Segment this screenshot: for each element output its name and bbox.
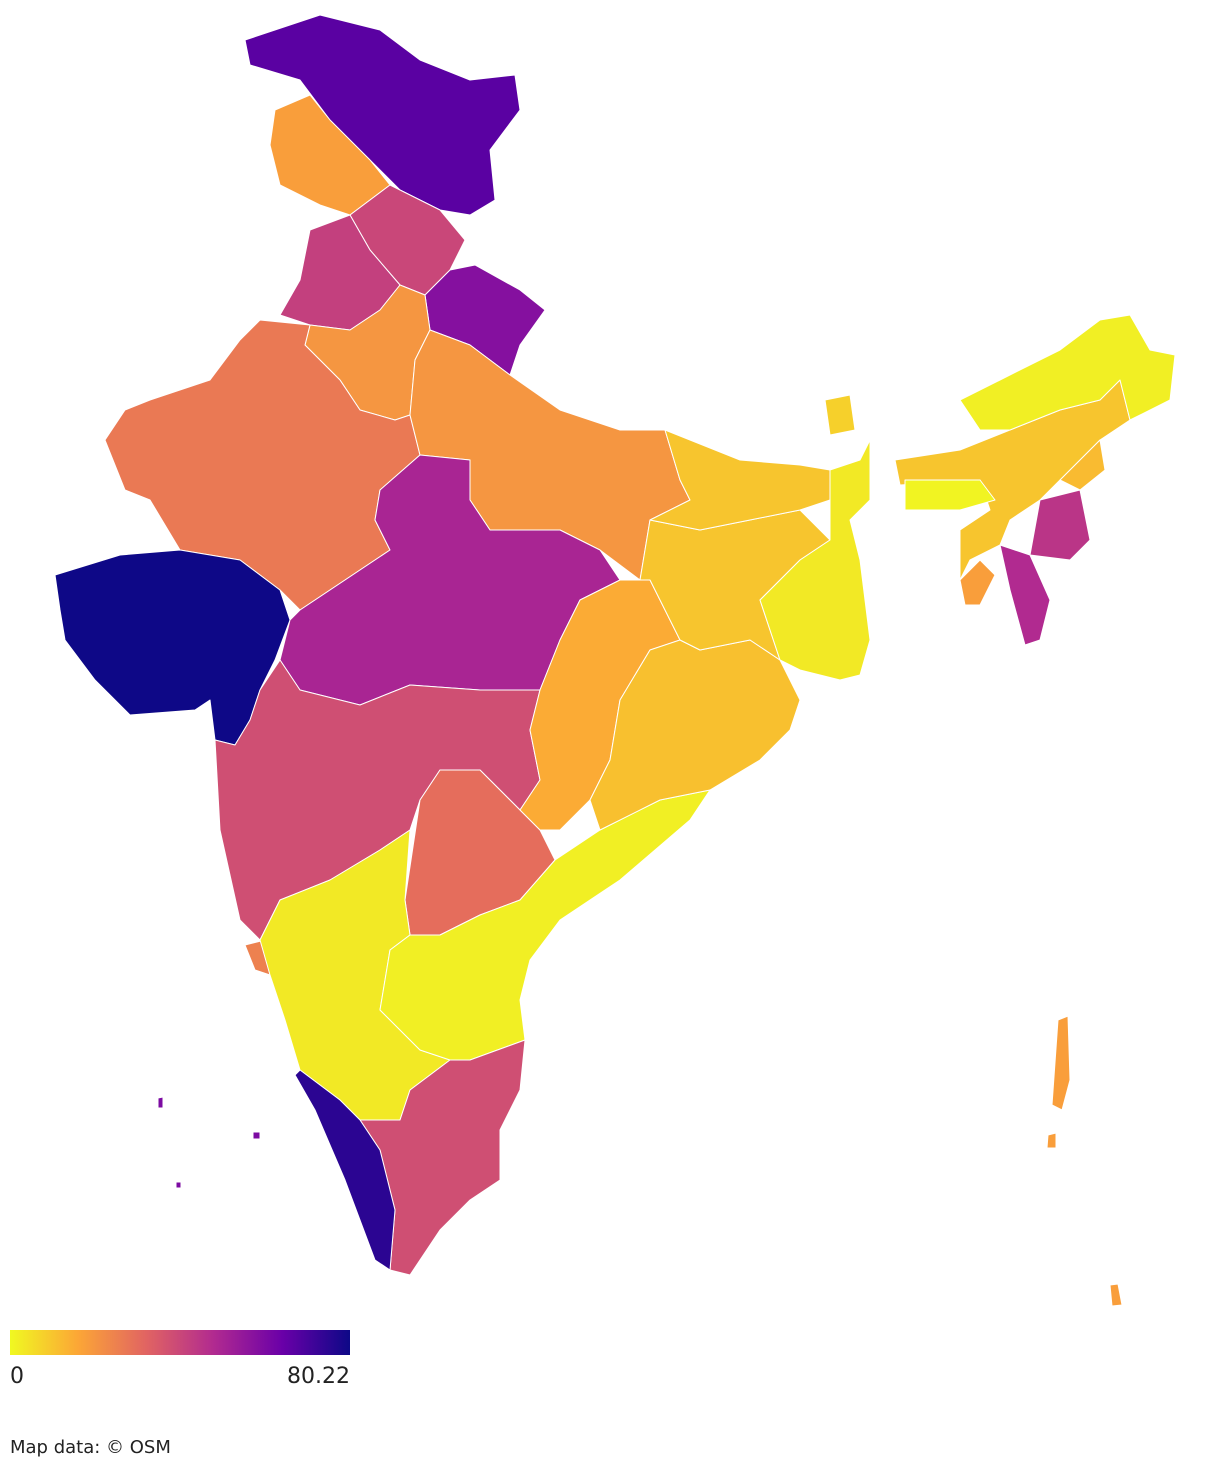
colorbar-min-label: 0 [10,1364,24,1389]
region [649,429,831,531]
region [1059,439,1106,491]
region [999,544,1051,646]
region [959,559,996,606]
region [759,439,871,681]
region [824,394,856,436]
colorbar [10,1330,350,1355]
region [904,479,996,511]
region [244,14,521,216]
region [1046,1015,1123,1307]
region [157,1096,261,1189]
region [294,1069,396,1271]
attribution: Map data: © OSM [10,1437,171,1458]
region [1029,489,1091,561]
region [959,314,1176,431]
colorbar-max-label: 80.22 [287,1364,350,1389]
regions [54,14,1176,1307]
